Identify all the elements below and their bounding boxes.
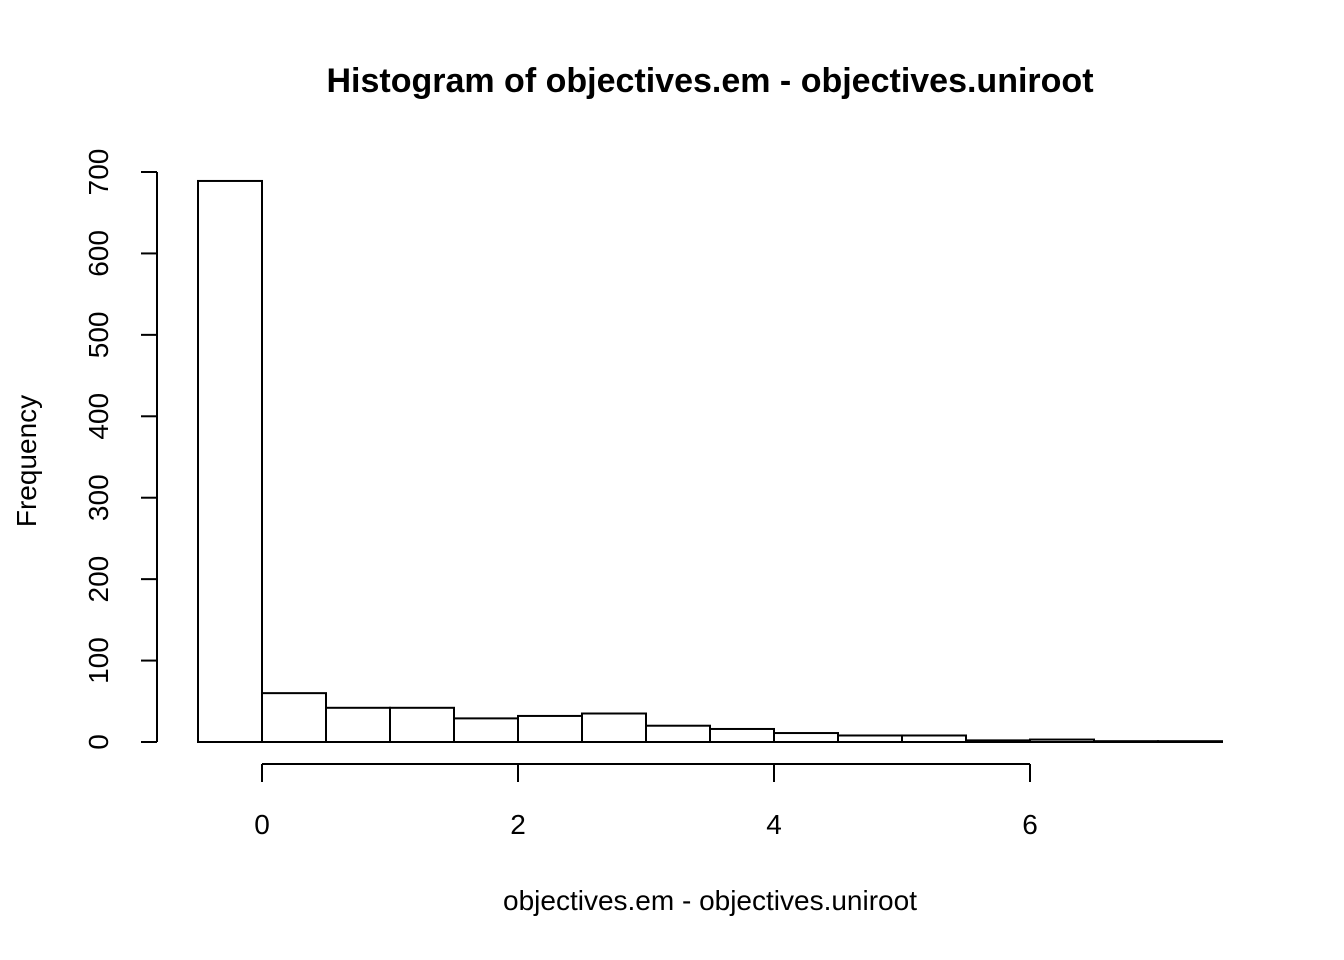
y-axis-label: Frequency xyxy=(11,395,42,527)
histogram-bar-11 xyxy=(901,734,967,744)
histogram-bar-3 xyxy=(389,706,455,743)
histogram-bar-13 xyxy=(1029,738,1095,743)
x-tick-label: 4 xyxy=(766,809,782,840)
x-tick-label: 2 xyxy=(510,809,526,840)
histogram-bar-6 xyxy=(581,712,647,743)
x-tick-label: 0 xyxy=(254,809,270,840)
histogram-bar-0 xyxy=(197,179,263,743)
y-tick-label: 200 xyxy=(83,556,114,603)
histogram-bar-10 xyxy=(837,734,903,744)
x-tick-label: 6 xyxy=(1022,809,1038,840)
histogram-bar-4 xyxy=(453,717,519,744)
y-tick-label: 400 xyxy=(83,393,114,440)
histogram-bar-1 xyxy=(261,692,327,744)
x-axis-label: objectives.em - objectives.uniroot xyxy=(503,885,917,916)
y-tick-label: 0 xyxy=(83,734,114,750)
histogram-bar-5 xyxy=(517,714,583,744)
y-tick-label: 700 xyxy=(83,149,114,196)
y-tick-label: 100 xyxy=(83,637,114,684)
histogram-bar-12 xyxy=(965,739,1031,743)
histogram-bar-2 xyxy=(325,706,391,743)
histogram-bar-7 xyxy=(645,724,711,744)
histogram-bar-8 xyxy=(709,727,775,744)
y-tick-label: 300 xyxy=(83,474,114,521)
histogram-bar-9 xyxy=(773,732,839,743)
histogram-bar-14 xyxy=(1093,740,1159,744)
y-axis: 0 100 200 300 400 500 600 700 xyxy=(83,149,158,750)
y-tick-label: 600 xyxy=(83,230,114,277)
histogram-bar-15 xyxy=(1157,740,1223,744)
chart-title: Histogram of objectives.em - objectives.… xyxy=(326,62,1093,100)
histogram-bars xyxy=(197,179,1223,744)
y-tick-label: 500 xyxy=(83,311,114,358)
x-axis: 0 2 4 6 xyxy=(254,763,1038,840)
